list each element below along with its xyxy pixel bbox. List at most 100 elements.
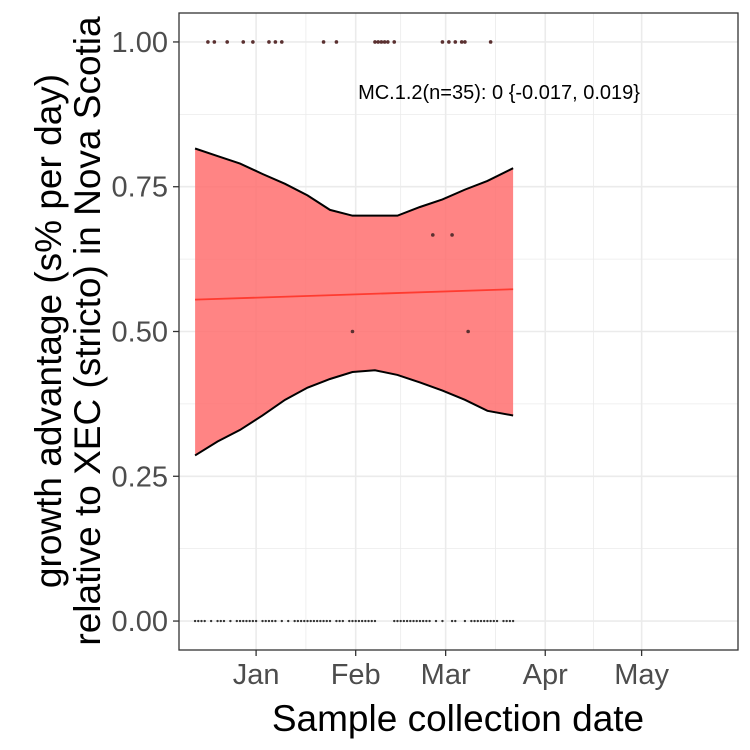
data-point xyxy=(222,619,226,623)
data-point xyxy=(261,619,264,623)
y-axis-title-line2: relative to XEC (stricto) in Nova Scotia xyxy=(67,16,108,646)
data-point xyxy=(267,619,271,623)
data-point xyxy=(197,619,200,623)
data-point xyxy=(463,40,467,44)
data-point xyxy=(296,619,300,623)
y-axis-ticks: 0.00 0.25 0.50 0.75 1.00 xyxy=(112,27,179,638)
y-tick-label: 0.00 xyxy=(112,606,168,638)
data-point xyxy=(492,619,496,623)
y-tick-label: 0.75 xyxy=(112,172,168,204)
data-point xyxy=(402,619,406,623)
confidence-ribbon-layer xyxy=(194,147,514,457)
data-point xyxy=(376,40,380,44)
data-point xyxy=(321,40,326,44)
data-point xyxy=(251,40,255,44)
x-axis-title: Sample collection date xyxy=(272,698,644,739)
data-point xyxy=(206,40,210,44)
x-tick-label: Apr xyxy=(523,659,568,691)
data-point xyxy=(315,619,319,623)
data-point xyxy=(350,329,355,334)
data-point xyxy=(473,619,476,623)
x-tick-label: Jan xyxy=(233,659,280,691)
data-point xyxy=(373,619,377,623)
data-point xyxy=(267,40,271,44)
data-point xyxy=(193,619,197,623)
data-point xyxy=(450,233,454,237)
y-tick-label: 0.25 xyxy=(112,461,168,493)
data-point xyxy=(382,40,387,44)
data-point xyxy=(254,619,258,623)
data-point xyxy=(270,619,274,623)
data-point xyxy=(238,619,242,623)
data-point xyxy=(299,619,303,623)
data-point xyxy=(508,619,512,623)
data-point xyxy=(348,619,351,623)
data-point xyxy=(319,619,322,623)
y-tick-label: 0.50 xyxy=(112,317,168,349)
data-point xyxy=(399,619,402,623)
ribbon-lower-edge xyxy=(194,369,514,457)
data-point xyxy=(335,619,338,623)
data-point xyxy=(392,40,397,44)
data-point xyxy=(341,619,345,623)
data-point xyxy=(309,619,312,623)
data-point xyxy=(441,619,444,623)
fit-line xyxy=(195,288,514,301)
data-point xyxy=(328,619,332,623)
data-point xyxy=(264,619,267,623)
data-point xyxy=(459,40,464,44)
data-point xyxy=(209,619,213,623)
data-point xyxy=(470,619,473,623)
data-point xyxy=(393,619,396,623)
data-point xyxy=(357,619,361,623)
data-point xyxy=(229,619,232,623)
y-tick-label: 1.00 xyxy=(112,27,168,59)
data-point xyxy=(322,619,325,623)
data-point xyxy=(505,619,508,623)
data-point xyxy=(242,619,245,623)
data-point xyxy=(425,619,428,623)
data-point xyxy=(412,619,415,623)
data-point xyxy=(354,619,357,623)
data-point xyxy=(200,619,203,623)
data-point xyxy=(396,619,399,623)
y-axis-title-line1: growth advantage (s% per day) xyxy=(28,74,69,588)
data-point xyxy=(274,619,277,623)
data-point xyxy=(364,619,367,623)
data-point xyxy=(312,619,316,623)
data-point xyxy=(463,619,467,623)
ribbon-upper-edge xyxy=(194,147,514,217)
data-point xyxy=(453,40,458,44)
data-point xyxy=(434,619,438,623)
data-point xyxy=(351,619,354,623)
data-point xyxy=(379,40,384,44)
data-point xyxy=(293,619,296,623)
data-point xyxy=(216,619,219,623)
data-point xyxy=(325,619,328,623)
fit-line-layer xyxy=(195,288,514,301)
points-layer xyxy=(193,40,515,623)
data-point xyxy=(447,40,451,44)
data-point xyxy=(483,619,486,623)
data-point xyxy=(489,619,492,623)
x-axis-ticks: Jan Feb Mar Apr May xyxy=(233,650,670,691)
data-point xyxy=(360,619,364,623)
data-point xyxy=(454,619,457,623)
data-point xyxy=(386,40,390,44)
ribbon-area xyxy=(195,148,514,456)
data-point xyxy=(245,619,248,623)
data-point xyxy=(303,619,306,623)
data-point xyxy=(280,40,284,44)
data-point xyxy=(334,40,339,44)
data-point xyxy=(479,619,483,623)
data-point xyxy=(280,619,284,623)
data-point xyxy=(287,619,290,623)
data-point xyxy=(511,619,515,623)
x-tick-label: Feb xyxy=(331,659,381,691)
data-point xyxy=(212,40,217,44)
data-point xyxy=(306,619,309,623)
x-tick-label: May xyxy=(614,659,669,691)
data-point xyxy=(466,329,470,334)
data-point xyxy=(476,619,479,623)
data-point xyxy=(495,619,499,623)
